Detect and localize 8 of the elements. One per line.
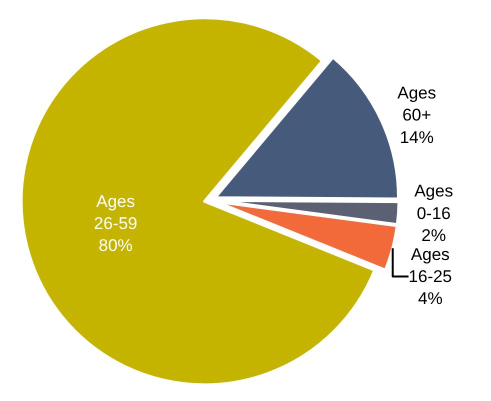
slice-label: Ages 0-16 xyxy=(414,182,454,223)
slice-label: Ages 60+ xyxy=(397,84,436,125)
data-label: 4% xyxy=(418,289,443,308)
data-label: 14% xyxy=(400,128,434,147)
data-label: 80% xyxy=(98,236,133,256)
slice-label: Ages 26-59 xyxy=(94,192,138,234)
slice-label: Ages 16-25 xyxy=(408,244,452,286)
data-label: 2% xyxy=(421,226,446,245)
